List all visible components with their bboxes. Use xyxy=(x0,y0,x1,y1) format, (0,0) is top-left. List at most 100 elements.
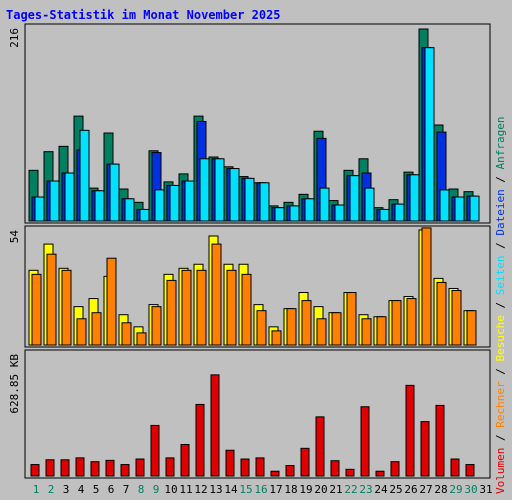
day-label: 31 xyxy=(479,483,492,496)
visits-rechner-bar xyxy=(31,273,42,346)
legend-separator: / xyxy=(494,169,507,189)
volume-volumen-bar xyxy=(210,374,220,477)
requests-seiten-bar xyxy=(394,203,405,222)
requests-seiten-bar xyxy=(139,208,150,222)
day-label: 13 xyxy=(209,483,222,496)
volume-volumen-bar xyxy=(30,464,40,477)
requests-seiten-bar xyxy=(169,184,180,222)
volume-volumen-bar xyxy=(135,458,145,477)
day-label: 3 xyxy=(63,483,70,496)
requests-seiten-bar xyxy=(469,195,480,222)
day-label: 15 xyxy=(239,483,252,496)
legend-separator: / xyxy=(494,362,507,382)
visits-rechner-bar xyxy=(46,253,57,346)
requests-seiten-bar xyxy=(349,175,360,222)
day-label: 30 xyxy=(464,483,477,496)
visits-rechner-bar xyxy=(136,332,147,346)
visits-rechner-bar xyxy=(166,279,177,346)
visits-rechner-bar xyxy=(361,318,372,346)
requests-seiten-bar xyxy=(304,198,315,222)
visits-rechner-bar xyxy=(391,300,402,346)
volume-volumen-bar xyxy=(315,416,325,477)
volume-volumen-bar xyxy=(105,459,115,477)
day-label: 22 xyxy=(344,483,357,496)
visits-rechner-bar xyxy=(226,269,237,346)
requests-seiten-bar xyxy=(34,196,45,222)
requests-seiten-bar xyxy=(214,158,225,222)
volume-volumen-bar xyxy=(405,384,415,477)
visits-rechner-bar xyxy=(286,308,297,346)
requests-seiten-bar xyxy=(109,163,120,222)
volume-volumen-bar xyxy=(435,404,445,477)
volume-volumen-bar xyxy=(255,457,265,477)
volume-volumen-bar xyxy=(240,458,250,477)
requests-seiten-bar xyxy=(289,205,300,222)
requests-seiten-bar xyxy=(454,196,465,222)
visits-rechner-bar xyxy=(301,300,312,346)
day-label: 10 xyxy=(164,483,177,496)
volume-volumen-bar xyxy=(150,424,160,477)
day-label: 14 xyxy=(224,483,238,496)
volume-volumen-bar xyxy=(120,464,130,477)
requests-seiten-bar xyxy=(124,198,135,222)
volume-volumen-bar xyxy=(450,458,460,477)
requests-seiten-bar xyxy=(379,208,390,222)
visits-rechner-bar xyxy=(316,318,327,346)
day-label: 23 xyxy=(359,483,372,496)
requests-seiten-bar xyxy=(424,47,435,222)
requests-seiten-bar xyxy=(199,158,210,222)
requests-seiten-bar xyxy=(244,177,255,222)
visits-rechner-bar xyxy=(451,290,462,346)
visits-rechner-bar xyxy=(421,227,432,346)
visits-rechner-bar xyxy=(181,269,192,346)
visits-rechner-bar xyxy=(376,316,387,346)
day-label: 24 xyxy=(374,483,388,496)
day-label: 21 xyxy=(329,483,342,496)
requests-seiten-bar xyxy=(319,187,330,222)
legend-item-seiten: Seiten xyxy=(494,256,507,296)
day-label: 16 xyxy=(254,483,267,496)
volume-volumen-bar xyxy=(300,447,310,477)
day-label: 26 xyxy=(404,483,417,496)
requests-seiten-bar xyxy=(439,189,450,222)
visits-ymax-label: 54 xyxy=(8,230,21,244)
visits-rechner-bar xyxy=(241,273,252,346)
day-label: 18 xyxy=(284,483,297,496)
requests-seiten-bar xyxy=(409,174,420,222)
legend-item-volumen: Volumen xyxy=(494,448,507,494)
visits-rechner-bar xyxy=(76,318,87,346)
requests-seiten-bar xyxy=(229,168,240,222)
requests-seiten-bar xyxy=(184,180,195,222)
visits-rechner-bar xyxy=(346,292,357,346)
requests-seiten-bar xyxy=(49,180,60,222)
legend-separator: / xyxy=(494,236,507,256)
volume-volumen-bar xyxy=(390,461,400,477)
volume-volumen-bar xyxy=(285,465,295,477)
day-label: 8 xyxy=(138,483,145,496)
visits-rechner-bar xyxy=(256,310,267,346)
volume-volumen-bar xyxy=(45,459,55,477)
day-label: 7 xyxy=(123,483,130,496)
day-label: 6 xyxy=(108,483,115,496)
volume-volumen-bar xyxy=(360,406,370,477)
visits-rechner-bar xyxy=(121,322,132,346)
volume-volumen-bar xyxy=(90,461,100,477)
day-label: 2 xyxy=(48,483,55,496)
visits-rechner-bar xyxy=(466,310,477,346)
volume-volumen-bar xyxy=(225,449,235,477)
day-label: 19 xyxy=(299,483,312,496)
legend-item-dateien: Dateien xyxy=(494,189,507,235)
visits-rechner-bar xyxy=(196,269,207,346)
volume-volumen-bar xyxy=(60,459,70,477)
requests-seiten-bar xyxy=(364,187,375,222)
day-label: 4 xyxy=(78,483,85,496)
volume-volumen-bar xyxy=(465,464,475,477)
day-label: 9 xyxy=(153,483,160,496)
chart-title: Tages-Statistik im Monat November 2025 xyxy=(6,8,281,22)
legend-item-besuche: Besuche xyxy=(494,315,507,361)
day-label: 20 xyxy=(314,483,327,496)
visits-rechner-bar xyxy=(106,257,117,346)
volume-volumen-bar xyxy=(330,460,340,477)
